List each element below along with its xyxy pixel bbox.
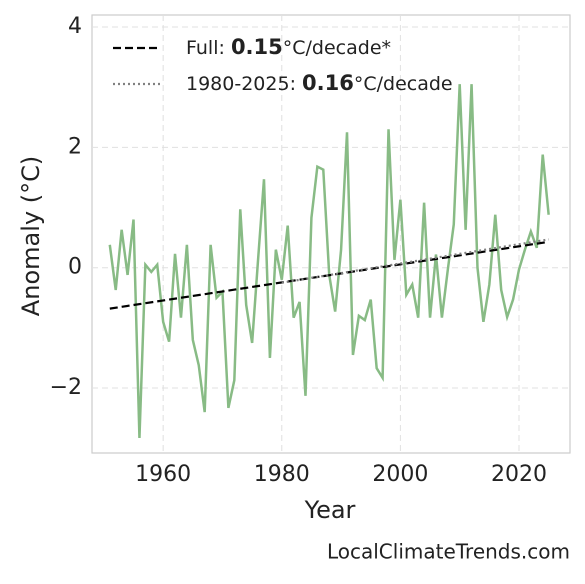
legend-label-part: °C/decade — [354, 73, 453, 95]
y-axis-label: Anomaly (°C) — [17, 156, 45, 316]
x-tick-label: 2000 — [372, 462, 428, 487]
plot-frame — [91, 14, 571, 454]
x-axis-label: Year — [304, 496, 356, 524]
legend-label: 1980-2025: 0.16°C/decade — [186, 71, 453, 95]
x-tick-label: 2020 — [491, 462, 547, 487]
source: LocalClimateTrends.com — [327, 540, 570, 564]
legend-label-part: 0.15 — [231, 35, 283, 59]
legend-label-part: Full: — [186, 37, 231, 59]
y-tick-label: 4 — [68, 14, 82, 39]
y-tick-label: 2 — [68, 134, 82, 159]
y-tick-label: 0 — [68, 255, 82, 280]
data-line — [281, 238, 549, 284]
legend-label-part: 0.16 — [302, 71, 354, 95]
y-tick-label: −2 — [50, 375, 82, 400]
x-tick-label: 1980 — [254, 462, 310, 487]
legend-label: Full: 0.15°C/decade* — [186, 35, 391, 59]
x-tick-label: 1960 — [135, 462, 191, 487]
legend-label-part: 1980-2025: — [186, 73, 302, 95]
legend-label-part: °C/decade* — [283, 37, 391, 59]
data-line — [109, 240, 549, 310]
